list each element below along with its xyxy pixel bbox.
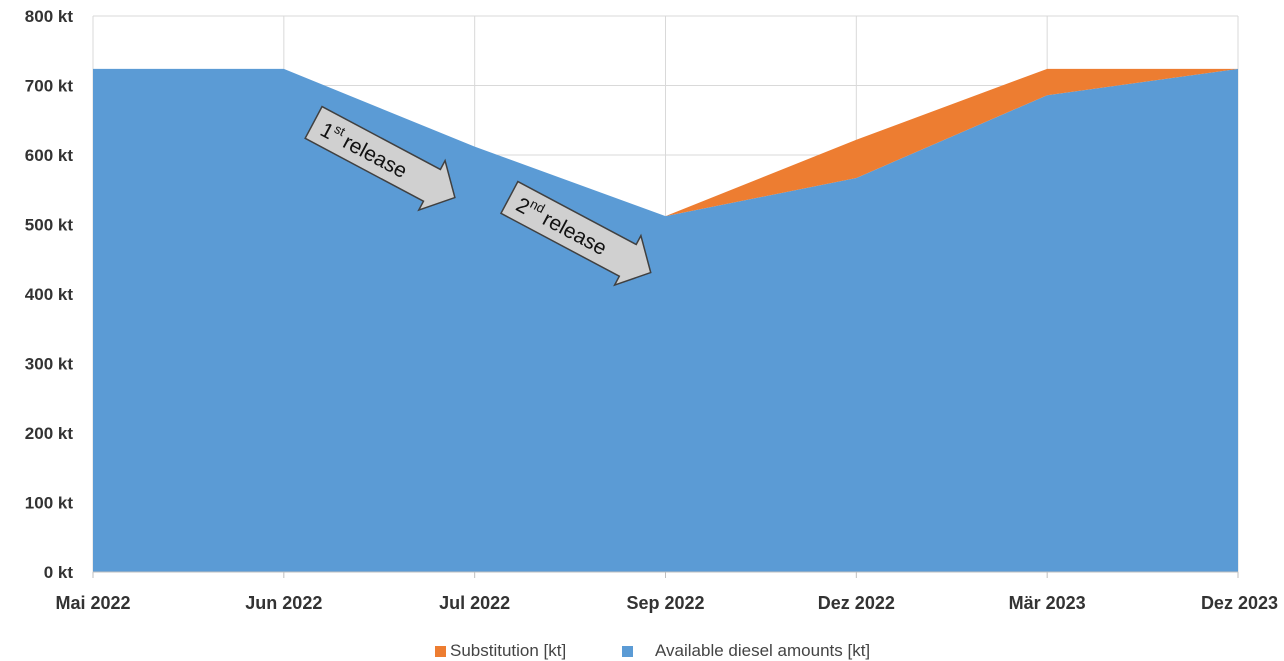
legend-swatch [435, 646, 446, 657]
y-tick-label: 700 kt [25, 77, 74, 96]
arrow-ordinal-suffix: nd [528, 196, 548, 216]
legend: Substitution [kt] Available diesel amount… [435, 641, 870, 660]
y-tick-label: 500 kt [25, 216, 74, 235]
x-tick-label: Dez 2022 [818, 593, 895, 613]
y-tick-label: 800 kt [25, 7, 74, 26]
y-tick-label: 200 kt [25, 424, 74, 443]
axes: 0 kt 100 kt 200 kt 300 kt 400 kt 500 kt 600 kt… [25, 7, 1278, 613]
legend-label: Substitution [kt] [450, 641, 566, 660]
y-tick-label: 600 kt [25, 146, 74, 165]
area-substitution-kt [93, 68, 1238, 217]
y-tick-label: 400 kt [25, 285, 74, 304]
x-tick-label: Sep 2022 [626, 593, 704, 613]
area-available-diesel-amounts-kt [93, 68, 1238, 572]
arrow-shape [304, 105, 456, 212]
legend-item-substitution-kt: Substitution [kt] [435, 641, 566, 660]
y-tick-label: 0 kt [44, 563, 74, 582]
x-tick-label: Mär 2023 [1009, 593, 1086, 613]
y-tick-label: 300 kt [25, 355, 74, 374]
x-tick-label: Mai 2022 [55, 593, 130, 613]
legend-swatch [622, 646, 633, 657]
y-tick-label: 100 kt [25, 494, 74, 513]
x-tick-label: Jun 2022 [245, 593, 322, 613]
legend-label: Available diesel amounts [kt] [655, 641, 870, 660]
x-tick-label: Jul 2022 [439, 593, 510, 613]
areas [93, 68, 1238, 572]
x-tick-label: Dez 2023 [1201, 593, 1278, 613]
legend-item-available-diesel-amounts-kt: Available diesel amounts [kt] [622, 641, 870, 660]
arrow-shape [499, 180, 652, 287]
